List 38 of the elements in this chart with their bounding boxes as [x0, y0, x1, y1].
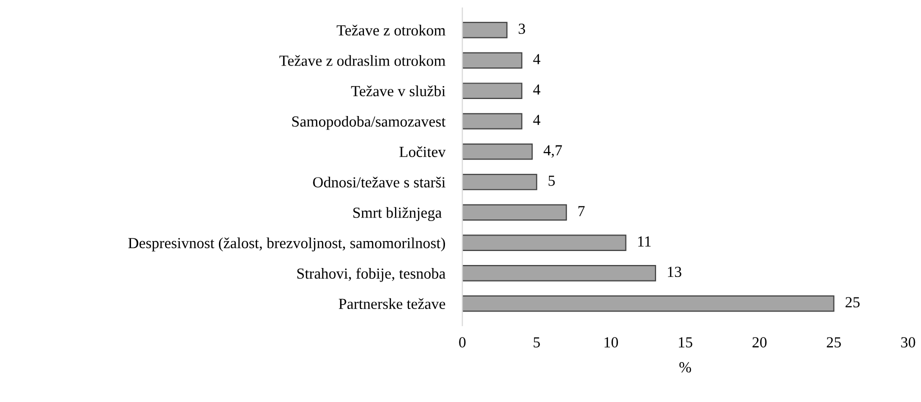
- x-tick-label: 10: [604, 337, 618, 348]
- bar: [462, 234, 626, 251]
- y-tick-label: Samopodoba/samozavest: [292, 116, 446, 130]
- y-tick-label: Despresivnost (žalost, brezvoljnost, samomorilnost): [128, 237, 445, 252]
- y-tick-label: Smrt bližnjega: [353, 207, 442, 222]
- y-tick-label: Ločitev: [399, 146, 446, 158]
- bar: [462, 204, 567, 221]
- x-tick-label: 20: [752, 337, 767, 348]
- y-tick-label: Partnerske težave: [338, 298, 446, 310]
- bar: [462, 174, 538, 190]
- x-tick-label: 30: [901, 337, 916, 348]
- x-axis-title: %: [679, 362, 692, 372]
- data-label: 4: [533, 84, 540, 95]
- data-label: 4: [533, 114, 540, 125]
- y-tick-label: Strahovi, fobije, tesnoba: [297, 268, 446, 282]
- data-label: 7: [578, 206, 585, 216]
- y-tick-label: Težave z otrokom: [336, 24, 446, 36]
- data-label: 4: [533, 54, 540, 64]
- x-tick-label: 15: [678, 337, 692, 348]
- bar: [462, 82, 522, 100]
- bar: [462, 295, 834, 312]
- data-label: 4,7: [544, 145, 562, 158]
- data-label: 25: [846, 297, 860, 308]
- y-tick-label: Odnosi/težave s starši: [313, 176, 446, 188]
- bar: [462, 143, 533, 160]
- data-label: 3: [518, 24, 526, 34]
- data-label: 11: [638, 236, 651, 246]
- data-label: 5: [548, 176, 555, 186]
- data-label: 13: [668, 266, 682, 278]
- bar: [462, 52, 522, 69]
- x-tick-label: 25: [826, 337, 841, 348]
- bar: [462, 113, 522, 130]
- y-tick-label: Težave z odraslim otrokom: [279, 55, 446, 66]
- bar: [462, 22, 508, 38]
- bar: [462, 265, 656, 282]
- x-tick-label: 5: [534, 337, 540, 348]
- y-tick-label: Težave v službi: [351, 86, 446, 96]
- x-tick-label: 0: [459, 337, 466, 348]
